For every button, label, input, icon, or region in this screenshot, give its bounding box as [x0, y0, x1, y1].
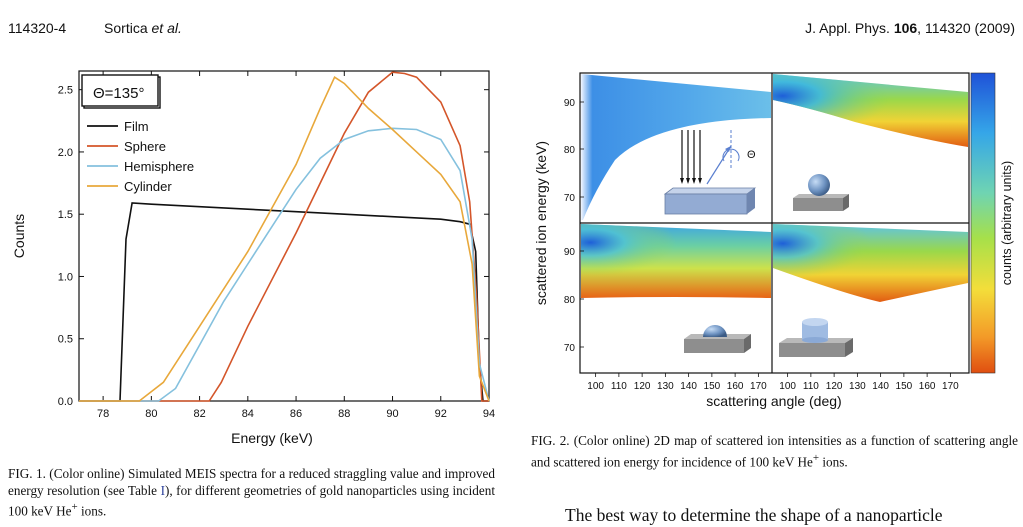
colorbar-label: counts (arbitrary units): [1000, 161, 1014, 285]
legend: Film Sphere Hemisphere Cylinder: [87, 119, 194, 194]
panel-cylinder: [773, 224, 968, 302]
x-tick-label: 94: [483, 408, 495, 420]
x-axis-label: Energy (keV): [231, 430, 313, 446]
heatmap-x-tick-label: 130: [849, 381, 866, 392]
running-header-left: 114320-4 Sortica et al.: [8, 20, 182, 36]
heatmap-x-axis-label: scattering angle (deg): [706, 393, 841, 409]
heatmap-x-tick-label: 150: [896, 381, 913, 392]
legend-label-film: Film: [124, 119, 149, 134]
figure-1-caption: FIG. 1. (Color online) Simulated MEIS sp…: [8, 466, 495, 519]
heatmap-x-tick-label: 150: [704, 381, 721, 392]
page-number: 114320-4: [8, 20, 67, 36]
heatmap-x-tick-label: 130: [657, 381, 674, 392]
y-tick-label: 0.5: [58, 334, 73, 346]
y-tick-label: 0.0: [58, 396, 73, 408]
series-line-cylinder: [79, 76, 490, 402]
angle-annotation: Θ=135°: [93, 85, 144, 102]
heatmap-x-tick-label: 110: [611, 381, 627, 392]
x-tick-label: 80: [145, 408, 157, 420]
heatmap-x-tick-label: 120: [826, 381, 843, 392]
hemisphere-geometry-schematic: [684, 325, 751, 353]
heatmap-x-tick-label: 170: [750, 381, 767, 392]
y-axis-label: Counts: [11, 214, 27, 258]
film-geometry-schematic: Θ: [663, 130, 757, 215]
colorbar: [970, 72, 996, 374]
heatmap-x-tick-label: 110: [803, 381, 819, 392]
heatmap-y-tick-label: 90: [564, 98, 576, 109]
heatmap-x-tick-label: 100: [587, 381, 604, 392]
heatmap-x-tick-label: 160: [919, 381, 936, 392]
figure-2-caption: FIG. 2. (Color online) 2D map of scatter…: [531, 433, 1019, 469]
legend-label-cylinder: Cylinder: [124, 179, 172, 194]
x-tick-label: 92: [435, 408, 447, 420]
y-tick-label: 1.0: [58, 271, 73, 283]
authors: Sortica et al.: [104, 20, 182, 36]
heatmap-y-tick-label: 90: [564, 247, 576, 258]
cylinder-geometry-schematic: [779, 318, 853, 357]
sphere-geometry-schematic: [793, 174, 849, 211]
plot-frame: [78, 70, 490, 402]
heatmap-x-tick-label: 140: [680, 381, 697, 392]
x-tick-label: 84: [242, 408, 254, 420]
y-tick-label: 2.5: [58, 85, 73, 97]
x-tick-label: 78: [97, 408, 109, 420]
heatmap-x-tick-label: 170: [942, 381, 959, 392]
series-line-hemisphere: [79, 127, 490, 402]
heatmap-x-tick-label: 160: [727, 381, 744, 392]
heatmap-x-tick-label: 140: [872, 381, 889, 392]
table-ref-link[interactable]: I: [160, 482, 165, 498]
legend-label-sphere: Sphere: [124, 139, 166, 154]
heatmap-x-tick-label: 100: [779, 381, 796, 392]
x-tick-label: 88: [338, 408, 350, 420]
body-paragraph: The best way to determine the shape of a…: [565, 505, 943, 525]
running-header-right: J. Appl. Phys. 106, 114320 (2009): [805, 20, 1015, 36]
legend-label-hemisphere: Hemisphere: [124, 159, 194, 174]
x-tick-label: 86: [290, 408, 302, 420]
y-tick-label: 2.0: [58, 147, 73, 159]
heatmap-y-tick-label: 70: [564, 343, 576, 354]
annotation-box: Θ=135°: [81, 74, 161, 109]
heatmap-x-tick-label: 120: [634, 381, 651, 392]
panel-film: [581, 74, 771, 220]
map-panels: [579, 72, 970, 374]
heatmap-y-tick-label: 70: [564, 193, 576, 204]
volume: 106: [893, 20, 918, 36]
panel-hemisphere: [581, 224, 771, 298]
heatmap-y-tick-label: 80: [564, 295, 576, 306]
series-line-film: [79, 202, 489, 402]
y-tick-label: 1.5: [58, 209, 73, 221]
panel-sphere: [773, 74, 968, 147]
theta-symbol: Θ: [747, 149, 756, 161]
heatmap-y-tick-label: 80: [564, 145, 576, 156]
figure-2-heatmap: Θ counts (arbitrary units) 100 110 120 130 1…: [533, 72, 1014, 409]
x-tick-label: 90: [386, 408, 398, 420]
heatmap-y-axis-label: scattered ion energy (keV): [533, 141, 549, 305]
x-tick-label: 82: [193, 408, 205, 420]
figure-1-line-chart: 78 80 82 84 86 88 90 92 94 0.0 0.5 1.0 1.5 2.0 2.5 Θ=1…: [11, 70, 495, 446]
